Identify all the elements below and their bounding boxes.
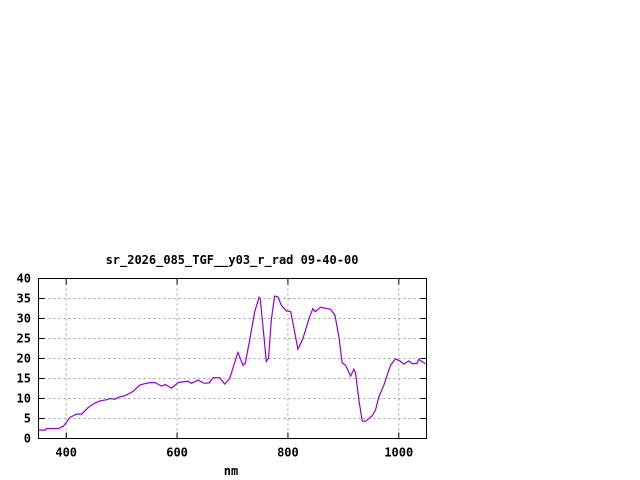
y-tick-label: 30 [17,312,31,326]
y-tick-label: 15 [17,372,31,386]
y-tick-label: 5 [24,412,31,426]
y-tick-label: 40 [17,272,31,286]
series-line [38,295,426,431]
y-tick-label: 35 [17,292,31,306]
x-tick-label: 600 [166,446,188,460]
plot-border [38,278,427,439]
x-tick-label: 1000 [384,446,413,460]
x-axis-label: nm [224,464,238,478]
y-tick-label: 10 [17,392,31,406]
grid [38,278,427,439]
chart-title: sr_2026_085_TGF__y03_r_rad 09-40-00 [106,253,359,268]
y-tick-label: 20 [17,352,31,366]
axis-ticks: 0 5 10 15 20 25 30 35 40 400 600 800 1000 [17,272,427,460]
y-tick-label: 25 [17,332,31,346]
x-tick-label: 800 [277,446,299,460]
y-tick-label: 0 [24,432,31,446]
x-tick-label: 400 [55,446,77,460]
